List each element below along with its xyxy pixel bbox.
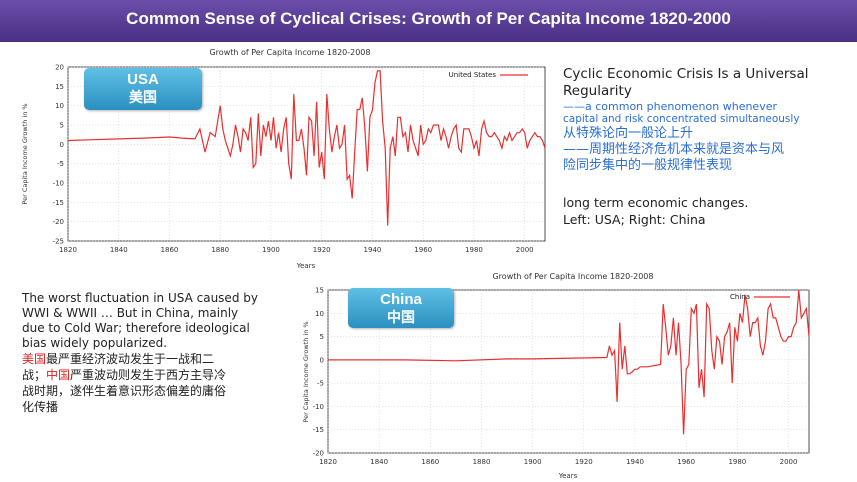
zh-part-3: 严重波动则发生于西方主导冷 [70, 368, 227, 382]
zh-line-2: 战；中国严重波动则发生于西方主导冷 [22, 367, 284, 383]
y-tick-label: 15 [315, 287, 324, 295]
zh-china-red: 中国 [46, 368, 71, 382]
y-tick-labels: 15 10 5 0 -5 -10 -15 -20 [313, 287, 324, 458]
bottom-text-block: The worst fluctuation in USA caused by W… [22, 291, 284, 415]
en-line-1: The worst fluctuation in USA caused by [22, 291, 258, 305]
y-tick-label: 10 [315, 310, 324, 318]
x-tick-label: 1960 [414, 246, 432, 254]
y-tick-label: 15 [55, 83, 64, 91]
y-tick-label: 10 [55, 102, 64, 110]
zh-part-2: 战； [22, 368, 47, 382]
x-tick-label: 1920 [575, 458, 593, 466]
en-line-2: WWI & WWII … But in China, mainly [22, 306, 239, 320]
x-tick-label: 1820 [59, 246, 77, 254]
zh-line-1: 美国最严重经济波动发生于一战和二 [22, 351, 284, 367]
x-tick-label: 1920 [313, 246, 331, 254]
x-tick-label: 1860 [161, 246, 179, 254]
y-tick-labels: 20 15 10 5 0 -5 -10 -15 -20 -25 [53, 64, 64, 246]
china-badge-en: China [380, 291, 422, 308]
y-tick-label: -25 [53, 238, 64, 246]
chart-title: Growth of Per Capita Income 1820-2008 [492, 272, 653, 281]
y-tick-label: 0 [60, 141, 64, 149]
zh-usa-red: 美国 [22, 352, 47, 366]
zh-line-1: 从特殊论向一般论上升 [563, 126, 694, 141]
right-note-block: long term economic changes. Left: USA; R… [563, 194, 853, 228]
subheading-line-1: ——a common phenomenon whenever [563, 100, 777, 113]
x-tick-label: 1980 [465, 246, 483, 254]
usa-badge: USA 美国 [84, 68, 202, 110]
y-tick-label: -15 [53, 199, 64, 207]
en-line-4: bias widely popularized. [22, 336, 168, 350]
y-tick-label: 5 [320, 333, 324, 341]
y-tick-label: -5 [57, 160, 64, 168]
slide-title: Common Sense of Cyclical Crises: Growth … [126, 9, 731, 28]
chart-title: Growth of Per Capita Income 1820-2008 [209, 48, 370, 57]
y-tick-label: -10 [53, 180, 64, 188]
x-tick-labels: 1820 1840 1860 1880 1900 1920 1940 1960 1980 2000 [319, 458, 797, 466]
x-tick-label: 2000 [780, 458, 798, 466]
zh-line-3: 战时期，遂伴生着意识形态偏差的庸俗 [22, 384, 227, 398]
china-badge-zh: 中国 [387, 309, 415, 325]
x-tick-label: 1980 [728, 458, 746, 466]
x-tick-labels: 1820 1840 1860 1880 1900 1920 1940 1960 1980 2000 [59, 246, 534, 254]
y-tick-label: 5 [60, 122, 64, 130]
gridlines [327, 289, 809, 454]
zh-line-2: ——周期性经济危机本来就是资本与风 [563, 142, 785, 157]
china-growth-line [328, 289, 810, 435]
y-tick-label: -20 [53, 218, 64, 226]
x-tick-label: 1840 [110, 246, 128, 254]
x-tick-label: 1960 [677, 458, 695, 466]
y-axis-label: Per Capita Income Growth in % [302, 321, 310, 422]
x-tick-label: 1940 [364, 246, 382, 254]
y-tick-label: 20 [55, 64, 64, 72]
heading-line-1: Cyclic Economic Crisis Is a Universal [563, 66, 809, 82]
y-axis-label: Per Capita Income Growth in % [21, 103, 29, 204]
usa-badge-en: USA [127, 71, 159, 88]
zh-line-3: 险同步集中的一般规律性表现 [563, 158, 733, 173]
x-tick-label: 1860 [421, 458, 439, 466]
zh-part-1: 最严重经济波动发生于一战和二 [46, 352, 215, 366]
right-text-block: Cyclic Economic Crisis Is a Universal Re… [563, 66, 853, 174]
y-tick-label: -5 [317, 380, 324, 388]
y-tick-label: 0 [320, 356, 324, 364]
x-axis-label: Years [296, 262, 316, 270]
x-tick-label: 1880 [211, 246, 229, 254]
x-tick-label: 1880 [473, 458, 491, 466]
y-tick-label: -10 [313, 403, 324, 411]
x-tick-label: 1940 [626, 458, 644, 466]
note-line-2: Left: USA; Right: China [563, 212, 706, 227]
title-bar: Common Sense of Cyclical Crises: Growth … [0, 0, 857, 42]
en-line-3: due to Cold War; therefore ideological [22, 321, 250, 335]
usa-badge-zh: 美国 [129, 89, 157, 105]
x-tick-label: 1900 [262, 246, 280, 254]
y-tick-label: -20 [313, 450, 324, 458]
y-tick-label: -15 [313, 426, 324, 434]
x-tick-label: 1840 [370, 458, 388, 466]
x-tick-label: 2000 [516, 246, 534, 254]
legend-label: United States [449, 71, 497, 79]
subheading-line-2: capital and risk concentrated simultaneo… [563, 113, 800, 125]
heading-line-2: Regularity [563, 83, 632, 99]
note-line-1: long term economic changes. [563, 195, 749, 210]
zh-line-4: 化传播 [22, 400, 59, 414]
legend-label: China [730, 293, 750, 301]
x-tick-label: 1820 [319, 458, 337, 466]
usa-growth-line [67, 70, 546, 226]
x-tick-label: 1900 [524, 458, 542, 466]
x-axis-label: Years [558, 472, 578, 480]
china-badge: China 中国 [348, 288, 454, 328]
